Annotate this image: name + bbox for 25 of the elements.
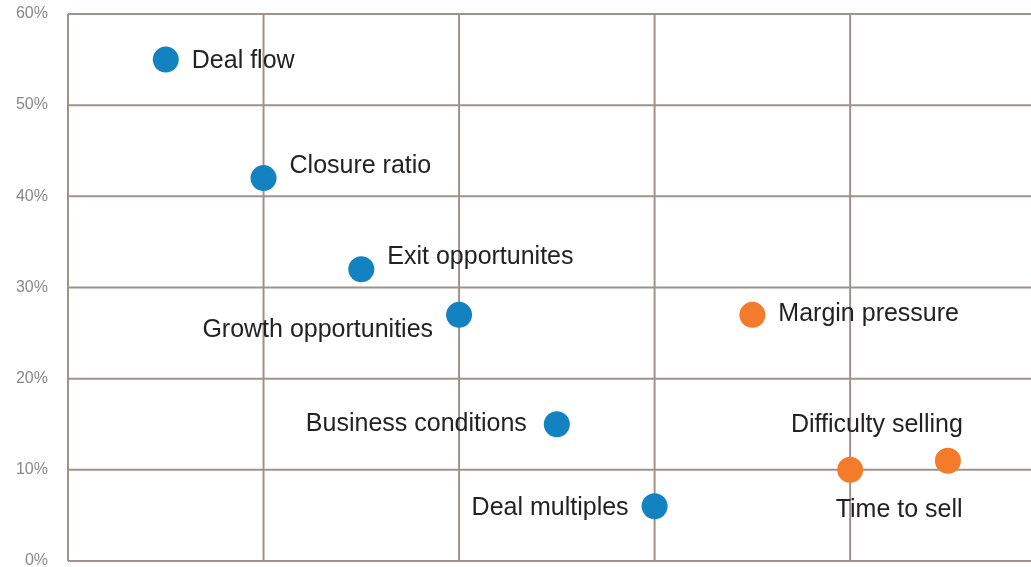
y-tick-label: 60% <box>15 4 48 22</box>
y-tick-label: 10% <box>15 460 48 478</box>
y-tick-label: 20% <box>15 368 48 386</box>
y-tick-label: 30% <box>15 277 48 295</box>
point <box>446 301 473 328</box>
y-tick-label: 0% <box>24 551 48 567</box>
point <box>837 456 864 483</box>
point <box>152 46 179 73</box>
series-label: Exit opportunites <box>387 240 574 269</box>
point <box>641 493 668 520</box>
y-tick-label: 50% <box>15 95 48 113</box>
point <box>250 165 277 192</box>
series-label: Difficulty selling <box>790 409 963 438</box>
series-label: Closure ratio <box>289 149 432 178</box>
series-label: Deal multiples <box>471 491 629 520</box>
point <box>739 301 766 328</box>
series-label: Margin pressure <box>778 298 960 327</box>
series-label: Time to sell <box>835 494 963 523</box>
series-label: Growth opportunities <box>202 314 434 343</box>
point <box>348 256 375 283</box>
y-tick-label: 40% <box>15 186 48 204</box>
series-label: Business conditions <box>305 407 527 436</box>
series-label: Deal flow <box>191 45 296 74</box>
point <box>934 447 961 474</box>
point <box>543 411 570 438</box>
